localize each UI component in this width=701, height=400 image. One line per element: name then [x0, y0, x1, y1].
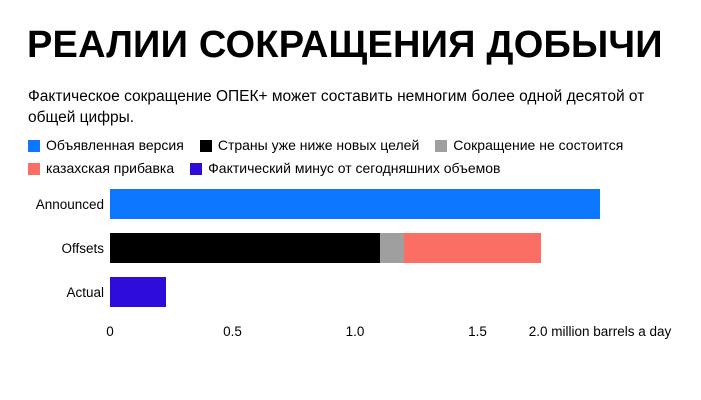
- bar-track: [110, 189, 701, 219]
- bar-track: [110, 277, 701, 307]
- bar-category-label: Offsets: [61, 240, 104, 256]
- bar-segment: [110, 233, 380, 263]
- chart-subtitle: Фактическое сокращение ОПЕК+ может соста…: [28, 88, 645, 126]
- legend-swatch: [190, 162, 203, 175]
- legend-label: казахская прибавка: [46, 160, 175, 176]
- legend-label: Фактический минус от сегодняшних объемов: [208, 160, 501, 176]
- legend-item: Объявленная версия: [28, 137, 184, 154]
- legend-swatch: [28, 162, 40, 175]
- legend-swatch: [199, 139, 212, 152]
- bar-track: [110, 233, 701, 263]
- x-axis-tick-label: 1.5: [468, 324, 487, 339]
- bar-row: Offsets: [0, 233, 701, 263]
- x-axis-tick-label: 0: [106, 324, 114, 339]
- bar-segment: [110, 277, 167, 307]
- legend-item: казахская прибавка: [28, 160, 174, 177]
- legend-item: Сокращение не состоится: [435, 137, 623, 154]
- bar-row: Announced: [0, 189, 701, 219]
- bar-category-label: Actual: [66, 284, 104, 300]
- legend-swatch: [435, 139, 448, 152]
- bar-segment: [110, 189, 600, 219]
- bar-segment: [404, 233, 542, 263]
- legend-item: Страны уже ниже новых целей: [199, 137, 420, 154]
- bar-rows: Announced Offsets Actual: [0, 189, 701, 307]
- legend-label: Объявленная версия: [46, 137, 184, 153]
- bar-segment: [379, 233, 404, 263]
- bar-chart: Announced Offsets Actual 0 0.5 1.0 1.5 2.0 mil…: [0, 189, 701, 339]
- x-axis: 0 0.5 1.0 1.5 2.0 million barrels a day: [106, 324, 701, 340]
- x-axis-tick-label: 2.0 million barrels a day: [528, 324, 672, 339]
- x-axis-tick-label: 1.0: [345, 324, 365, 339]
- legend-label: Страны уже ниже новых целей: [217, 137, 420, 153]
- page-title: РЕАЛИИ СОКРАЩЕНИЯ ДОБЫЧИ: [27, 24, 663, 66]
- x-axis-tick-label: 0.5: [223, 324, 242, 339]
- legend-swatch: [28, 139, 40, 152]
- legend-label: Сокращение не состоится: [453, 137, 624, 153]
- bar-category-label: Announced: [35, 196, 104, 212]
- bar-row: Actual: [0, 277, 701, 307]
- legend-item: Фактический минус от сегодняшних объемов: [190, 160, 500, 177]
- legend: Объявленная версия Страны уже ниже новых …: [28, 137, 688, 177]
